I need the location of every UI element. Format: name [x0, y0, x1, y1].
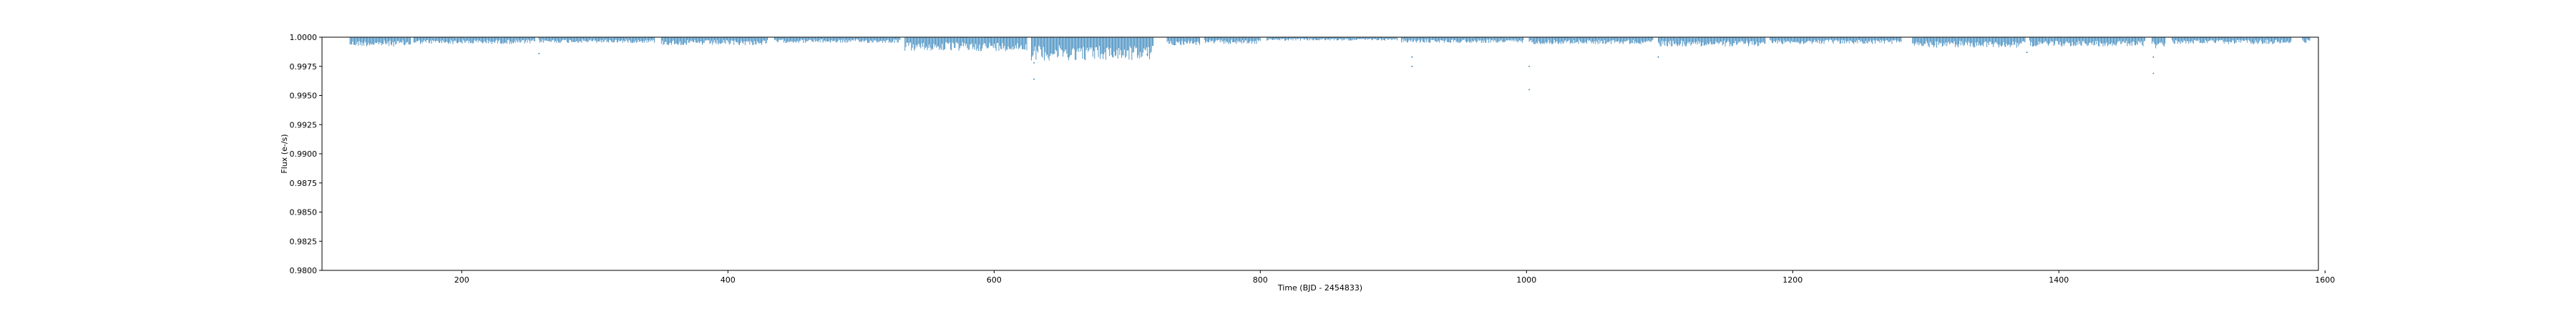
y-tick-label: 0.9850: [290, 208, 318, 217]
outlier-point: [1411, 56, 1413, 58]
outlier-point: [2152, 56, 2155, 58]
flux-segment: [2152, 37, 2166, 49]
y-axis: 0.9800 0.9825 0.9850 0.9875 0.9900 0.9925 0.99…: [290, 33, 322, 275]
flux-segment: [1528, 37, 1654, 44]
flux-segment: [1657, 37, 1766, 47]
flux-segment: [774, 37, 901, 44]
data-points: [349, 37, 2311, 91]
flux-segment: [1267, 37, 1398, 41]
y-tick-label: 0.9875: [290, 179, 318, 188]
outlier-point: [1146, 54, 1148, 56]
outlier-point: [1528, 89, 1530, 91]
outlier-point: [2152, 72, 2155, 74]
x-tick-label: 1400: [2049, 275, 2069, 285]
x-axis: 200 400 600 800 1000 1200 1400 1600: [454, 270, 2335, 285]
y-tick-label: 0.9975: [290, 62, 318, 72]
x-tick-label: 1600: [2315, 275, 2335, 285]
flux-segment: [1770, 37, 1902, 44]
y-tick-label: 0.9925: [290, 120, 318, 129]
flux-segment: [2171, 37, 2292, 44]
outlier-point: [2026, 52, 2028, 54]
outlier-point: [1033, 62, 1035, 64]
outlier-point: [1657, 56, 1659, 58]
y-axis-label: Flux (e-/s): [280, 134, 289, 173]
flux-segment: [1030, 37, 1154, 61]
x-tick-label: 400: [721, 275, 736, 285]
flux-segment: [413, 37, 535, 44]
flux-segment: [1166, 37, 1201, 46]
flux-segment: [1204, 37, 1261, 44]
y-tick-label: 0.9825: [290, 237, 318, 246]
y-tick-label: 1.0000: [290, 33, 318, 42]
flux-segment: [904, 37, 1028, 52]
flux-segment: [349, 37, 411, 46]
flux-segment: [2302, 37, 2311, 43]
outlier-point: [1528, 65, 1530, 67]
x-tick-label: 1000: [1516, 275, 1536, 285]
outlier-point: [538, 52, 540, 54]
flux-segment: [660, 37, 768, 46]
y-tick-label: 0.9950: [290, 92, 318, 101]
outlier-point: [1411, 65, 1413, 67]
x-tick-label: 800: [1253, 275, 1268, 285]
flux-segment: [1401, 37, 1524, 44]
flux-segment: [538, 37, 655, 44]
flux-segment: [1912, 37, 2026, 48]
y-tick-label: 0.9800: [290, 266, 318, 275]
y-tick-label: 0.9900: [290, 149, 318, 159]
x-tick-label: 200: [454, 275, 469, 285]
x-tick-label: 1200: [1782, 275, 1802, 285]
outlier-point: [1033, 78, 1035, 80]
flux-segment: [2029, 37, 2146, 47]
x-axis-label: Time (BJD - 2454833): [1277, 283, 1362, 293]
x-tick-label: 600: [987, 275, 1002, 285]
